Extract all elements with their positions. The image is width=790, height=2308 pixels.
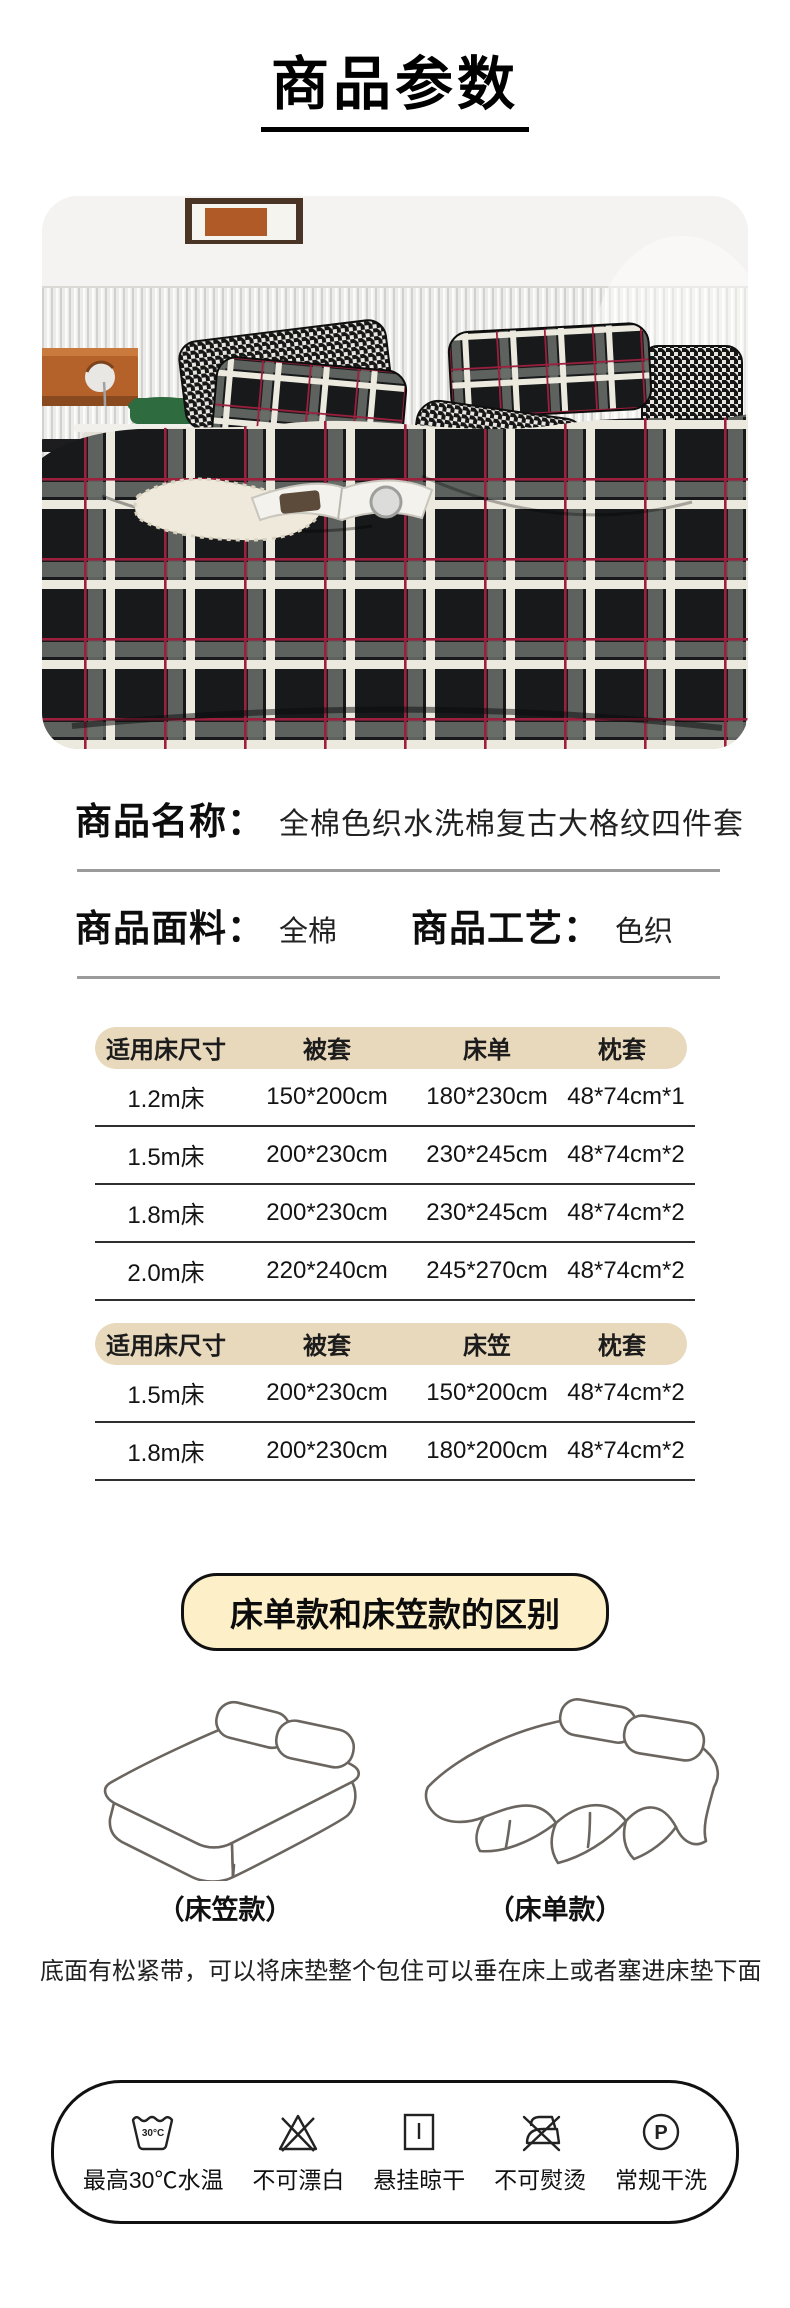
cell-pillow: 48*74cm*1 <box>567 1082 685 1110</box>
col-header: 床单 <box>463 1037 511 1065</box>
col-header: 被套 <box>303 1333 351 1361</box>
fitted-sheet-label: （床笠款） <box>157 1894 293 1925</box>
fitted-sheet-illustration <box>60 1691 390 1886</box>
flat-sheet-bed-icon <box>424 1697 720 1864</box>
col-header: 床笠 <box>463 1333 511 1361</box>
care-item-no-iron: 不可熨烫 <box>494 2109 586 2195</box>
cell-duvet: 150*200cm <box>266 1082 388 1110</box>
cell-duvet: 200*230cm <box>266 1436 388 1464</box>
cell-duvet: 200*230cm <box>266 1140 388 1168</box>
col-header: 被套 <box>303 1037 351 1065</box>
page-title: 商品参数 <box>260 52 529 132</box>
table-row: 1.8m床 200*230cm 230*245cm 48*74cm*2 <box>95 1185 695 1243</box>
no-bleach-icon <box>279 2114 318 2152</box>
picture-frame-icon <box>185 197 303 244</box>
fabric-label: 商品面料： <box>75 908 265 950</box>
wash-30-icon: 30°C <box>131 2115 174 2150</box>
product-name-value: 全棉色织水洗棉复古大格纹四件套 <box>279 807 744 841</box>
care-item-no-bleach: 不可漂白 <box>252 2109 344 2195</box>
care-item-dry-clean: P 常规干洗 <box>615 2109 707 2195</box>
col-header: 适用床尺寸 <box>106 1037 226 1065</box>
product-name-row: 商品名称： 全棉色织水洗棉复古大格纹四件套 <box>75 791 743 845</box>
cell-sheet: 180*230cm <box>426 1082 548 1110</box>
col-header: 枕套 <box>598 1333 646 1361</box>
table-row: 2.0m床 220*240cm 245*270cm 48*74cm*2 <box>95 1243 695 1301</box>
flat-sheet-label: （床单款） <box>487 1894 623 1925</box>
craft-value: 色织 <box>615 915 674 948</box>
care-label: 最高30℃水温 <box>82 2166 224 2193</box>
plaid-pillow-right <box>447 322 653 419</box>
cell-bed-size: 2.0m床 <box>127 1260 205 1288</box>
divider <box>77 975 720 979</box>
hang-dry-icon <box>404 2113 435 2150</box>
care-item-wash: 30°C 最高30℃水温 <box>82 2109 224 2195</box>
care-label: 不可熨烫 <box>494 2166 587 2193</box>
care-label: 悬挂晾干 <box>373 2166 466 2193</box>
no-iron-icon <box>522 2115 561 2151</box>
cell-bed-size: 1.5m床 <box>127 1382 205 1410</box>
table-row: 1.2m床 150*200cm 180*230cm 48*74cm*1 <box>95 1069 695 1127</box>
product-photo: 8 34 <box>42 195 748 749</box>
craft-label: 商品工艺： <box>411 908 602 950</box>
cell-bed-size: 1.2m床 <box>127 1086 205 1114</box>
cell-duvet: 200*230cm <box>266 1198 388 1226</box>
table-row: 1.8m床 200*230cm 180*200cm 48*74cm*2 <box>95 1423 695 1481</box>
cell-duvet: 220*240cm <box>266 1256 388 1284</box>
table-row: 1.5m床 200*230cm 150*200cm 48*74cm*2 <box>95 1365 695 1423</box>
cell-fitted: 180*200cm <box>426 1436 548 1464</box>
fitted-sheet-bed-icon <box>103 1700 361 1883</box>
cell-pillow: 48*74cm*2 <box>567 1256 685 1284</box>
bedroom-photo-illustration: 8 34 <box>42 195 748 749</box>
cell-fitted: 150*200cm <box>426 1378 548 1406</box>
care-label: 不可漂白 <box>252 2166 345 2193</box>
cell-sheet: 230*245cm <box>426 1140 548 1168</box>
divider <box>77 868 720 872</box>
care-label: 常规干洗 <box>615 2166 708 2193</box>
fitted-sheet-description: 底面有松紧带，可以将床垫整个包住 <box>40 1957 424 1985</box>
difference-badge: 床单款和床笠款的区别 <box>181 1572 609 1651</box>
size-table-sheet: 适用床尺寸 被套 床单 枕套 1.2m床 150*200cm 180*230cm… <box>0 1026 790 1301</box>
flat-sheet-description: 可以垂在床上或者塞进床垫下面 <box>425 1957 762 1985</box>
flat-sheet-illustration <box>410 1691 740 1886</box>
cell-pillow: 48*74cm*2 <box>567 1140 685 1168</box>
bentwood-headboard <box>42 347 138 406</box>
cell-duvet: 200*230cm <box>266 1378 388 1406</box>
plaid-duvet <box>42 413 748 749</box>
title-section: 商品参数 <box>0 0 790 132</box>
fabric-value: 全棉 <box>279 915 338 948</box>
cell-bed-size: 1.8m床 <box>127 1440 205 1468</box>
cell-bed-size: 1.8m床 <box>127 1202 205 1230</box>
bed-illustrations <box>60 1691 740 1886</box>
svg-text:P: P <box>654 2122 667 2144</box>
product-info-section: 商品名称： 全棉色织水洗棉复古大格纹四件套 商品面料： 全棉 商品工艺： 色织 <box>75 791 743 979</box>
cell-bed-size: 1.5m床 <box>127 1144 205 1172</box>
fabric-craft-row: 商品面料： 全棉 商品工艺： 色织 <box>75 898 722 952</box>
svg-text:30°C: 30°C <box>142 2128 164 2139</box>
care-instructions-panel: 30°C 最高30℃水温 不可漂白 悬挂晾干 <box>51 2079 739 2224</box>
cell-pillow: 48*74cm*2 <box>567 1436 685 1464</box>
table-row: 1.5m床 200*230cm 230*245cm 48*74cm*2 <box>95 1127 695 1185</box>
dry-clean-icon: P <box>642 2113 680 2150</box>
cell-sheet: 245*270cm <box>426 1256 548 1284</box>
size-table-sheet-header: 适用床尺寸 被套 床单 枕套 <box>95 1026 687 1069</box>
product-name-label: 商品名称： <box>75 801 265 843</box>
col-header: 适用床尺寸 <box>106 1333 226 1361</box>
cell-pillow: 48*74cm*2 <box>567 1198 685 1226</box>
open-magazine <box>250 479 434 521</box>
size-table-fitted: 适用床尺寸 被套 床笠 枕套 1.5m床 200*230cm 150*200cm… <box>0 1322 790 1481</box>
care-item-hang-dry: 悬挂晾干 <box>373 2109 465 2195</box>
size-table-fitted-header: 适用床尺寸 被套 床笠 枕套 <box>95 1322 687 1365</box>
cell-pillow: 48*74cm*2 <box>567 1378 685 1406</box>
col-header: 枕套 <box>598 1037 646 1065</box>
cell-sheet: 230*245cm <box>426 1198 548 1226</box>
